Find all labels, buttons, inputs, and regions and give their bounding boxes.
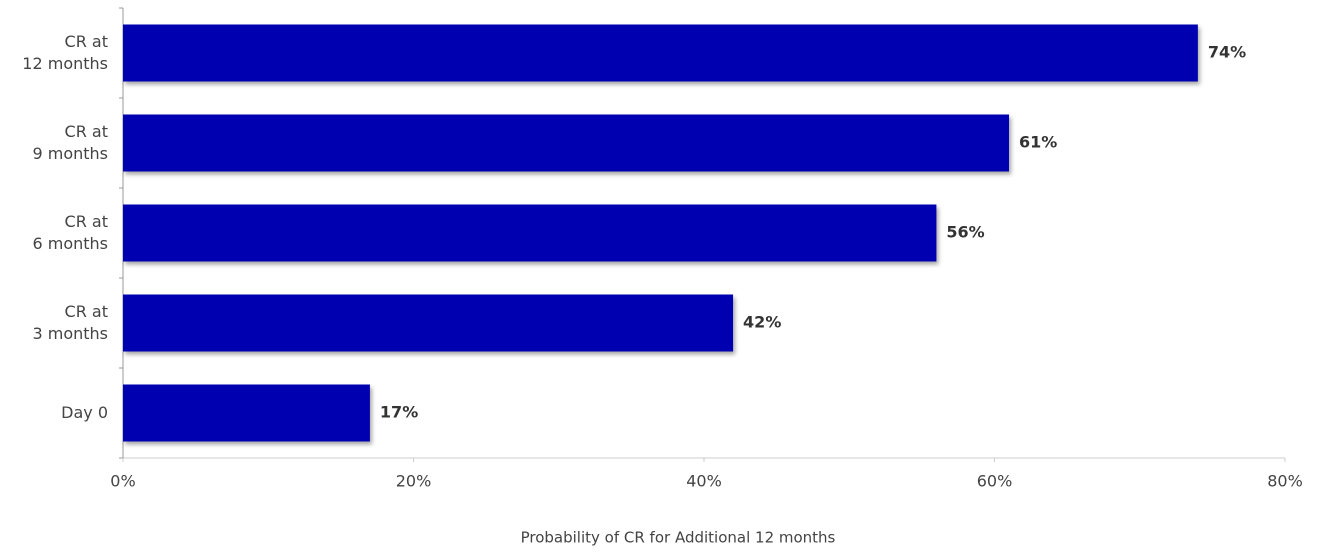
x-tick-label: 40% <box>686 472 722 491</box>
x-tick-label: 20% <box>396 472 432 491</box>
bar <box>123 204 937 262</box>
y-tick-label: CR at 12 months <box>22 32 108 73</box>
bar <box>123 294 734 352</box>
value-label: 56% <box>946 223 984 242</box>
value-label: 74% <box>1208 43 1246 62</box>
x-tick-label: 80% <box>1267 472 1303 491</box>
value-label: 61% <box>1019 133 1057 152</box>
value-label: 42% <box>743 313 781 332</box>
x-tick-label: 0% <box>110 472 135 491</box>
x-axis-title: Probability of CR for Additional 12 mont… <box>521 529 836 547</box>
bar <box>123 24 1198 82</box>
x-tick-label: 60% <box>977 472 1013 491</box>
y-tick-label: Day 0 <box>61 403 108 422</box>
value-label: 17% <box>380 403 418 422</box>
y-tick-label: CR at 6 months <box>32 212 108 253</box>
y-tick-label: CR at 3 months <box>32 302 108 343</box>
bar <box>123 384 370 442</box>
bar <box>123 114 1010 172</box>
y-tick-label: CR at 9 months <box>32 122 108 163</box>
